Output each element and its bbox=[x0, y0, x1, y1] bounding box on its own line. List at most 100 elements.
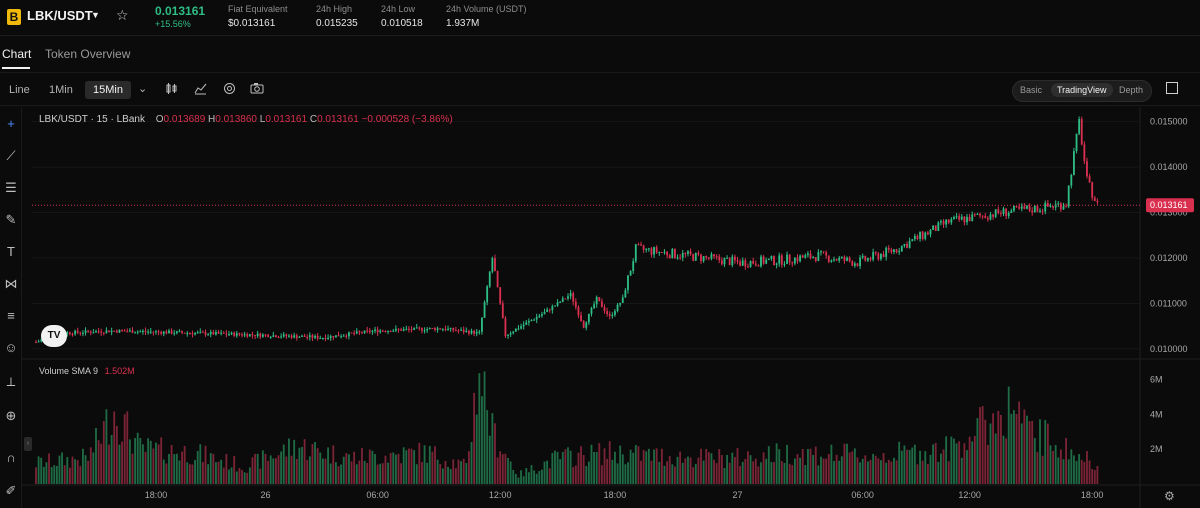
candle-body bbox=[679, 257, 682, 259]
candle-body bbox=[723, 258, 726, 265]
brush-icon[interactable]: ✎ bbox=[5, 212, 17, 227]
candle-body bbox=[851, 261, 854, 266]
emoji-icon[interactable]: ☺ bbox=[4, 340, 18, 355]
tab-token-overview[interactable]: Token Overview bbox=[45, 47, 131, 61]
candle-body bbox=[465, 330, 468, 332]
interval-1min-button[interactable]: 1Min bbox=[49, 84, 73, 96]
candle-body bbox=[650, 248, 653, 255]
volume-bar bbox=[139, 438, 142, 484]
volume-bar bbox=[973, 435, 976, 484]
ruler-icon[interactable]: ⟂ bbox=[6, 374, 16, 389]
volume-bar bbox=[329, 463, 332, 484]
horizontal-lines-icon[interactable]: ☰ bbox=[5, 180, 17, 195]
volume-bar bbox=[1036, 452, 1039, 484]
candle-body bbox=[368, 330, 371, 332]
candle-body bbox=[822, 251, 825, 253]
trendline-icon[interactable]: ⟋ bbox=[6, 148, 16, 163]
volume-bar bbox=[676, 456, 679, 484]
volume-bar bbox=[517, 477, 520, 484]
interval-15min-button[interactable]: 15Min bbox=[85, 81, 131, 99]
legend-low: 0.013161 bbox=[265, 114, 308, 125]
volume-bar bbox=[319, 452, 322, 484]
volume-bar bbox=[264, 453, 267, 484]
candle-body bbox=[585, 322, 588, 328]
measure-lines-icon[interactable]: ≡ bbox=[7, 308, 15, 323]
candle-body bbox=[102, 332, 105, 334]
volume-bar bbox=[960, 457, 963, 484]
candle-body bbox=[162, 331, 165, 334]
candle-body bbox=[1078, 119, 1081, 134]
volume-bar bbox=[733, 456, 736, 484]
volume-bar bbox=[663, 465, 666, 484]
mode-depth[interactable]: Depth bbox=[1119, 85, 1144, 95]
caret-down-icon[interactable]: ▼ bbox=[91, 10, 100, 20]
zoom-icon[interactable]: ⊕ bbox=[5, 408, 17, 423]
volume-bar bbox=[614, 451, 616, 484]
volume-bar bbox=[527, 472, 530, 484]
fullscreen-icon[interactable] bbox=[1166, 82, 1178, 94]
volume-bar bbox=[864, 455, 867, 484]
volume-bar bbox=[426, 462, 429, 484]
pair-selector[interactable]: LBK/USDT bbox=[27, 8, 93, 23]
volume-bar bbox=[593, 451, 595, 484]
candle-body bbox=[439, 328, 442, 330]
volume-bar bbox=[809, 448, 812, 484]
candles-icon[interactable] bbox=[165, 82, 178, 98]
stat-label: 24h High bbox=[316, 4, 353, 14]
candle-body bbox=[92, 332, 95, 334]
volume-bar bbox=[629, 449, 632, 484]
chart-settings-icon[interactable]: ⚙ bbox=[1164, 489, 1175, 503]
candle-body bbox=[415, 327, 418, 329]
volume-bar bbox=[37, 456, 40, 484]
volume-bar bbox=[392, 452, 395, 484]
volume-bar bbox=[486, 410, 489, 484]
candle-body bbox=[215, 332, 217, 335]
candle-body bbox=[561, 298, 564, 302]
magnet-icon[interactable]: ∩ bbox=[6, 450, 16, 465]
volume-bar bbox=[911, 447, 914, 484]
candle-body bbox=[408, 328, 410, 330]
volume-bar bbox=[405, 450, 408, 484]
volume-bar bbox=[147, 438, 150, 484]
volume-bar bbox=[932, 444, 935, 484]
favorite-star-icon[interactable]: ☆ bbox=[116, 7, 129, 23]
candle-body bbox=[452, 327, 455, 331]
tab-chart[interactable]: Chart bbox=[2, 47, 32, 61]
candle-body bbox=[402, 329, 405, 331]
candle-body bbox=[825, 252, 828, 256]
chevron-down-icon[interactable]: ⌄ bbox=[138, 83, 148, 95]
volume-bar bbox=[1031, 420, 1034, 484]
candle-body bbox=[428, 327, 431, 330]
interval-line-button[interactable]: Line bbox=[9, 84, 30, 96]
candle-body bbox=[835, 259, 838, 261]
volume-bar bbox=[246, 472, 249, 484]
volume-bar bbox=[415, 464, 418, 484]
volume-bar bbox=[780, 461, 783, 484]
candle-body bbox=[814, 257, 817, 261]
camera-icon[interactable] bbox=[250, 82, 264, 98]
time-tick-label: 26 bbox=[260, 490, 270, 500]
volume-bar bbox=[1023, 409, 1026, 484]
collapse-toolbar-icon[interactable]: ‹ bbox=[24, 437, 32, 451]
candle-body bbox=[757, 265, 760, 267]
candle-body bbox=[945, 219, 948, 225]
crosshair-icon[interactable]: + bbox=[7, 116, 15, 131]
lock-draw-icon[interactable]: ✐ bbox=[5, 483, 17, 498]
volume-bar bbox=[1015, 413, 1018, 484]
pattern-icon[interactable]: ⋈ bbox=[4, 276, 18, 291]
candle-body bbox=[760, 256, 762, 267]
volume-bar bbox=[731, 452, 734, 484]
text-icon[interactable]: T bbox=[7, 244, 15, 259]
volume-bar bbox=[546, 460, 549, 484]
legend-symbol: LBK/USDT · 15 · LBank bbox=[39, 114, 145, 125]
indicator-icon[interactable] bbox=[194, 82, 207, 98]
volume-bar bbox=[76, 460, 79, 484]
volume-bar bbox=[42, 466, 45, 484]
mode-tradingview[interactable]: TradingView bbox=[1051, 83, 1113, 97]
candle-body bbox=[600, 301, 603, 308]
mode-basic[interactable]: Basic bbox=[1020, 85, 1043, 95]
volume-bar bbox=[749, 455, 752, 484]
candle-body bbox=[634, 244, 637, 262]
settings-icon[interactable] bbox=[223, 82, 236, 98]
